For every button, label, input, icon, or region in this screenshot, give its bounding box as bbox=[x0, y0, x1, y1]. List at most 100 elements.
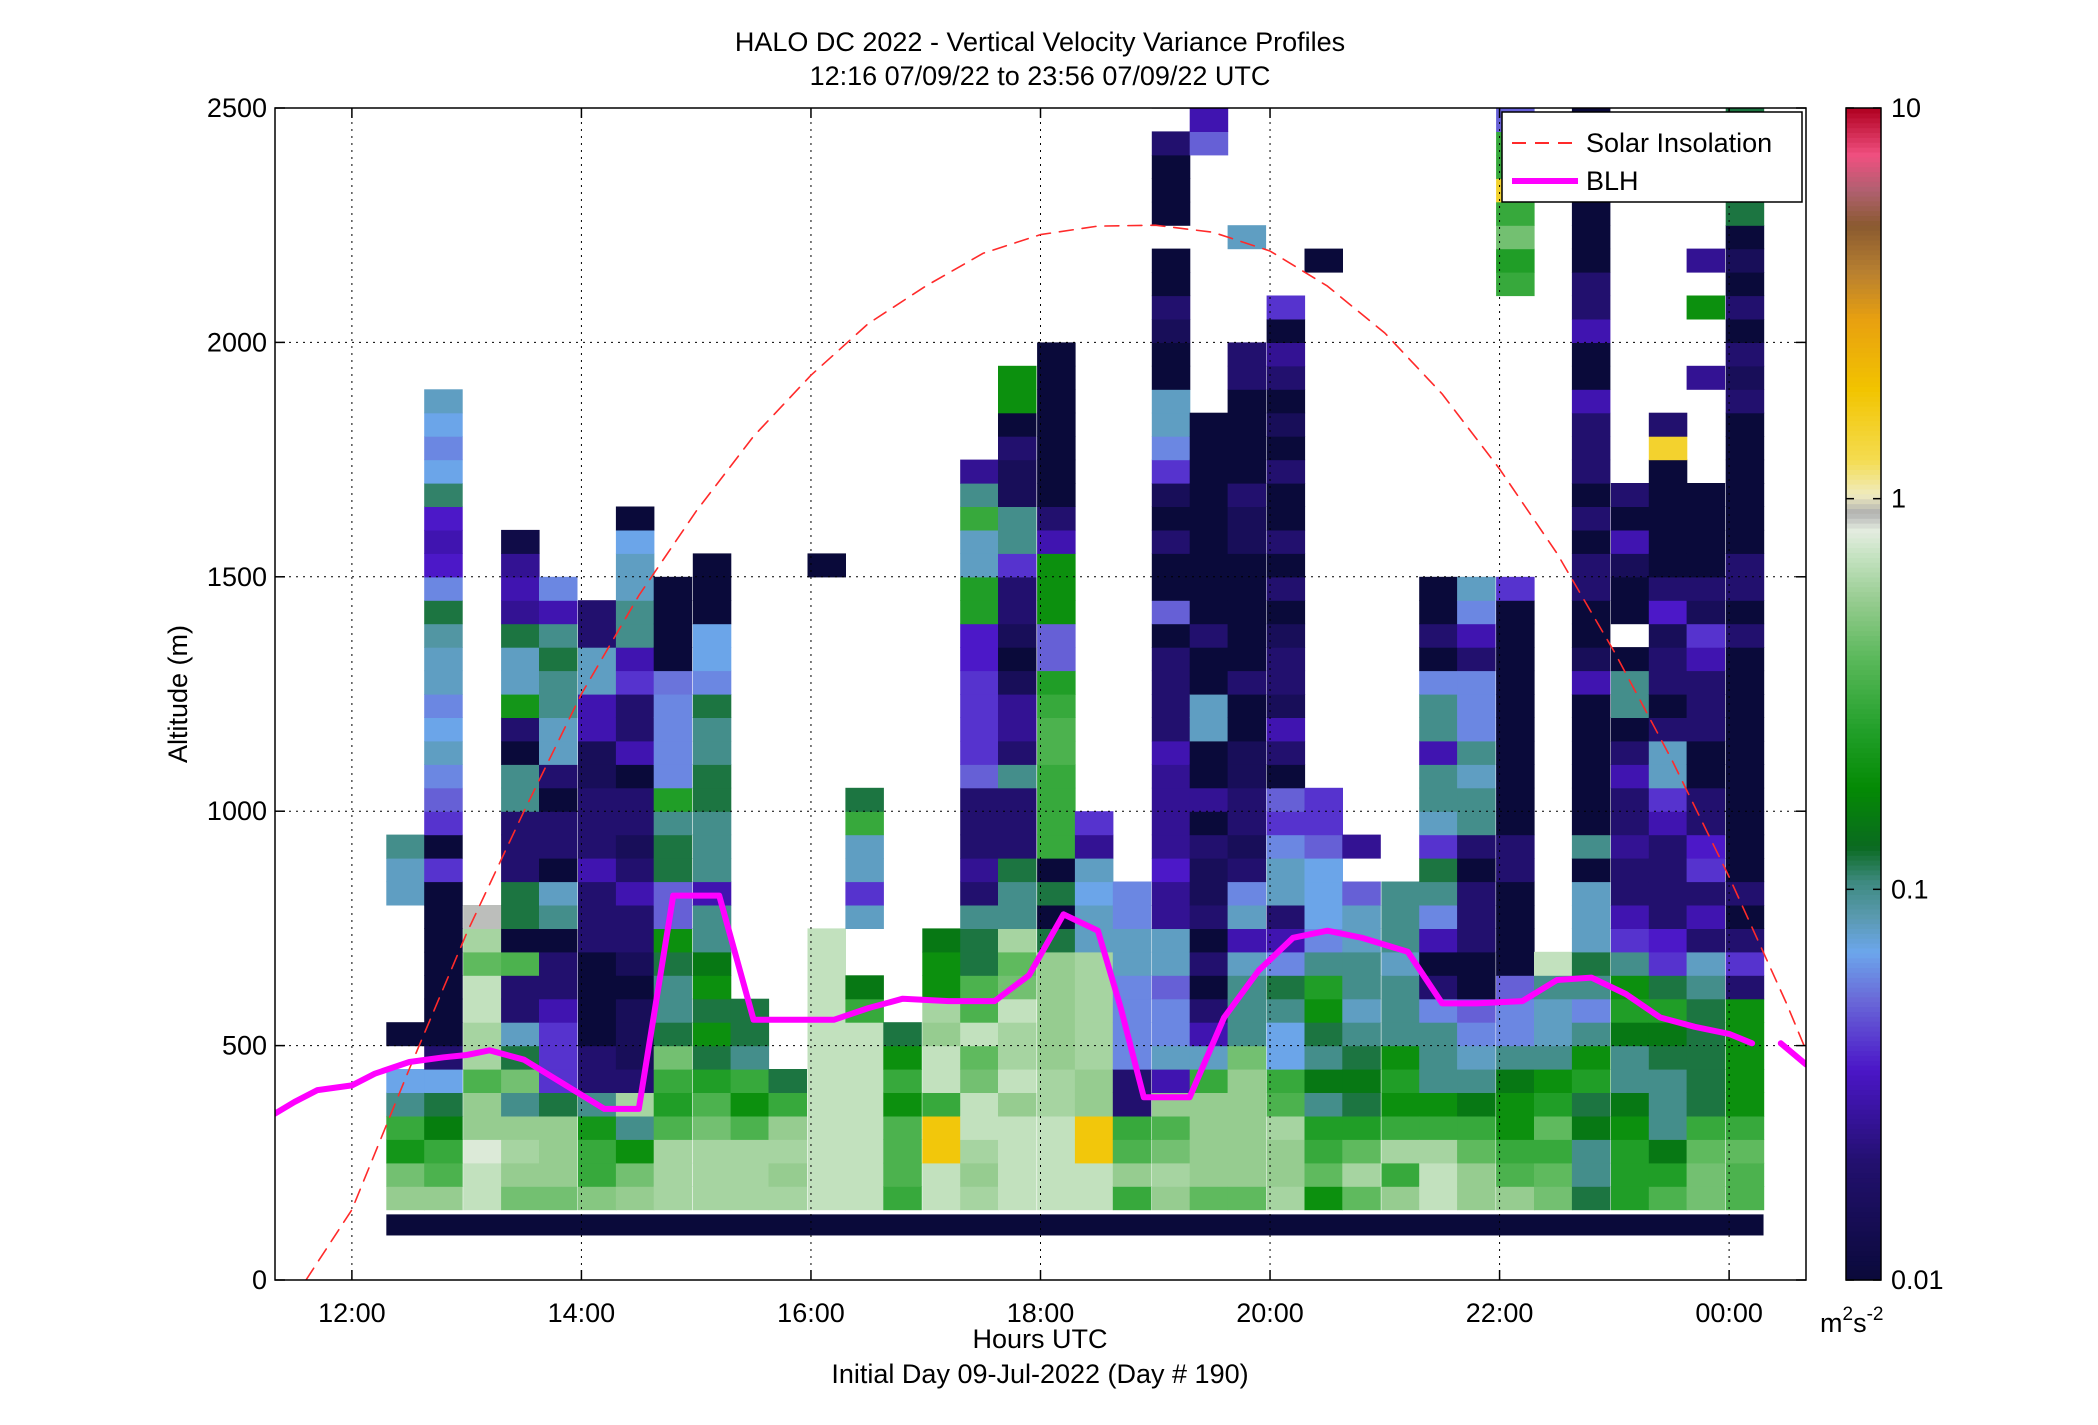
heatmap-cell bbox=[1496, 272, 1535, 297]
heatmap-cell bbox=[1037, 717, 1076, 742]
colorbar-segment bbox=[1846, 357, 1881, 363]
heatmap-cell bbox=[653, 1162, 693, 1187]
heatmap-cell bbox=[1496, 694, 1535, 718]
heatmap-cell bbox=[1381, 1045, 1420, 1070]
heatmap-cell bbox=[1419, 623, 1458, 648]
heatmap-cell bbox=[424, 1022, 463, 1047]
heatmap-cell bbox=[653, 787, 693, 812]
heatmap-cell bbox=[1151, 506, 1191, 531]
heatmap-cell bbox=[1648, 412, 1688, 437]
heatmap-cell bbox=[653, 1139, 693, 1164]
heatmap-cell bbox=[1037, 365, 1076, 390]
colorbar-segment bbox=[1846, 176, 1881, 182]
heatmap-cell bbox=[1419, 1162, 1458, 1187]
heatmap-cell bbox=[1725, 459, 1765, 484]
heatmap-cell bbox=[539, 998, 578, 1023]
heatmap-cell bbox=[768, 1186, 807, 1211]
heatmap-cell bbox=[960, 1115, 999, 1140]
heatmap-cell bbox=[1037, 342, 1076, 367]
heatmap-cell bbox=[386, 1115, 425, 1140]
heatmap-cell bbox=[1151, 389, 1191, 414]
heatmap-cell bbox=[1189, 811, 1229, 836]
heatmap-cell bbox=[1648, 975, 1688, 1000]
heatmap-cell bbox=[615, 881, 655, 906]
heatmap-cell bbox=[1304, 1092, 1343, 1117]
colorbar-units-sup2: -2 bbox=[1867, 1304, 1884, 1325]
heatmap-cell bbox=[578, 1186, 617, 1211]
y-tick-label: 1500 bbox=[207, 562, 267, 592]
heatmap-cell bbox=[692, 1092, 732, 1117]
heatmap-cell bbox=[1189, 647, 1229, 672]
heatmap-cell bbox=[960, 670, 999, 695]
heatmap-cell bbox=[1610, 998, 1650, 1023]
colorbar-segment bbox=[1846, 161, 1881, 168]
colorbar-segment bbox=[1846, 928, 1881, 934]
heatmap-cell bbox=[1648, 1162, 1688, 1187]
heatmap-cell bbox=[1725, 272, 1765, 297]
heatmap-cell bbox=[960, 1022, 999, 1047]
colorbar-segment bbox=[1846, 811, 1881, 817]
heatmap-cell bbox=[1648, 576, 1688, 601]
colorbar-segment bbox=[1846, 894, 1881, 900]
heatmap-cell bbox=[1496, 108, 1535, 109]
heatmap-cell bbox=[1342, 951, 1381, 976]
heatmap-cell bbox=[1571, 553, 1611, 578]
heatmap-cell bbox=[998, 670, 1037, 695]
heatmap-cell bbox=[1189, 858, 1229, 883]
heatmap-cells bbox=[386, 0, 1765, 1236]
heatmap-cell bbox=[1571, 1186, 1611, 1211]
heatmap-cell bbox=[1648, 764, 1688, 789]
heatmap-cell bbox=[922, 1139, 961, 1164]
colorbar-segment bbox=[1846, 786, 1881, 793]
heatmap-cell bbox=[960, 647, 999, 672]
y-axis-label: Altitude (m) bbox=[163, 625, 193, 763]
colorbar-segment bbox=[1846, 298, 1881, 304]
heatmap-cell bbox=[1151, 998, 1191, 1023]
heatmap-cell bbox=[1304, 905, 1343, 929]
heatmap-cell bbox=[653, 1115, 693, 1140]
heatmap-cell bbox=[1152, 0, 1191, 15]
heatmap-cell bbox=[501, 1139, 540, 1164]
heatmap-cell bbox=[1267, 61, 1306, 85]
heatmap-cell bbox=[1419, 694, 1458, 718]
heatmap-cell bbox=[1189, 1115, 1229, 1140]
colorbar-segment bbox=[1846, 1201, 1881, 1208]
heatmap-cell bbox=[1112, 928, 1152, 953]
heatmap-cell bbox=[615, 975, 655, 1000]
colorbar-segment bbox=[1846, 654, 1881, 661]
heatmap-cell bbox=[1074, 998, 1114, 1023]
heatmap-cell bbox=[998, 905, 1037, 929]
heatmap-cell bbox=[1419, 928, 1458, 953]
heatmap-cell bbox=[1571, 787, 1611, 812]
heatmap-cell bbox=[1419, 1092, 1458, 1117]
heatmap-cell bbox=[1686, 975, 1726, 1000]
heatmap-cell bbox=[386, 834, 425, 859]
colorbar-segment bbox=[1846, 1148, 1881, 1154]
heatmap-cell bbox=[1648, 1186, 1688, 1211]
colorbar-segment bbox=[1846, 1113, 1881, 1120]
heatmap-cell bbox=[1725, 623, 1765, 648]
colorbar-segment bbox=[1846, 952, 1881, 959]
heatmap-cell bbox=[1725, 647, 1765, 672]
heatmap-cell bbox=[424, 529, 463, 554]
heatmap-cell bbox=[1266, 389, 1306, 414]
colorbar-segment bbox=[1846, 381, 1881, 387]
heatmap-cell bbox=[424, 764, 463, 789]
heatmap-cell bbox=[1151, 342, 1191, 367]
colorbar-segment bbox=[1846, 430, 1881, 436]
heatmap-cell bbox=[1725, 881, 1765, 906]
heatmap-cell bbox=[1189, 576, 1229, 601]
heatmap-cell bbox=[653, 858, 693, 883]
heatmap-cell bbox=[1571, 1092, 1611, 1117]
heatmap-cell bbox=[998, 506, 1037, 531]
colorbar-segment bbox=[1846, 684, 1881, 690]
heatmap-cell bbox=[1496, 61, 1535, 85]
heatmap-cell bbox=[1074, 858, 1114, 883]
heatmap-cell bbox=[845, 858, 884, 883]
heatmap-cell bbox=[578, 764, 617, 789]
heatmap-cell bbox=[998, 787, 1037, 812]
heatmap-cell bbox=[1725, 248, 1765, 273]
colorbar-segment bbox=[1846, 440, 1881, 446]
heatmap-cell bbox=[1189, 975, 1229, 1000]
colorbar-segment bbox=[1846, 610, 1881, 617]
